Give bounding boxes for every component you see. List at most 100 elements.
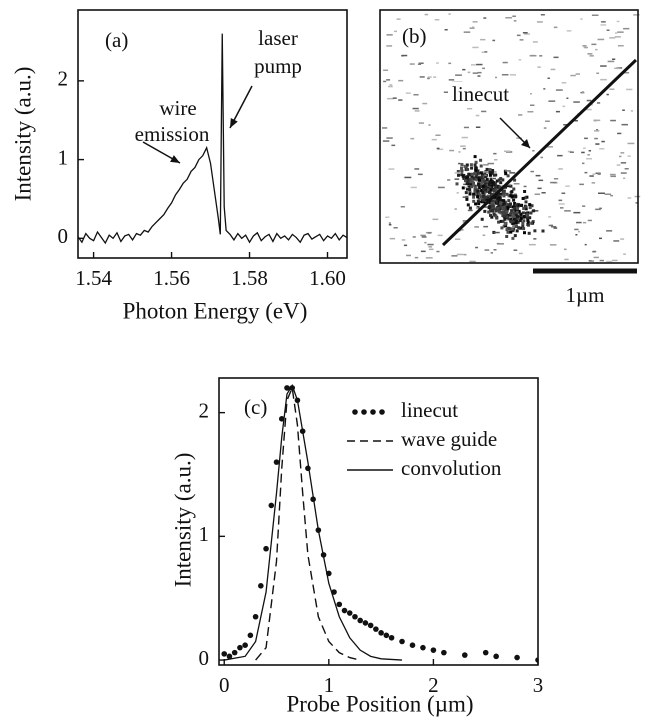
image-speckle <box>509 212 512 216</box>
legend-swatch <box>361 409 367 415</box>
image-speckle <box>478 186 482 190</box>
image-speckle <box>461 186 465 190</box>
image-speckle <box>503 222 507 226</box>
image-speckle <box>490 171 494 175</box>
data-line <box>78 33 347 245</box>
image-speckle <box>596 72 600 74</box>
image-speckle <box>528 206 532 210</box>
image-speckle <box>489 188 493 192</box>
image-speckle <box>466 167 470 171</box>
plot-area <box>78 33 347 245</box>
image-speckle <box>420 250 426 253</box>
image-speckle <box>587 53 593 55</box>
image-speckle <box>529 243 536 246</box>
image-speckle <box>501 199 505 203</box>
image-speckle <box>448 79 455 81</box>
image-speckle <box>623 27 630 30</box>
image-speckle <box>477 75 481 77</box>
image-speckle <box>501 189 505 193</box>
image-speckle <box>484 175 488 178</box>
image-speckle <box>499 181 503 185</box>
image-speckle <box>480 189 484 192</box>
image-speckle <box>422 102 428 105</box>
plot-area <box>221 383 538 663</box>
image-speckle <box>478 182 482 186</box>
image-speckle <box>626 88 633 91</box>
image-speckle <box>497 208 501 212</box>
legend-swatch <box>379 409 385 415</box>
image-speckle <box>473 172 477 176</box>
image-speckle <box>495 186 499 190</box>
image-speckle <box>518 59 522 61</box>
image-speckle <box>406 254 412 257</box>
image-speckle <box>620 238 625 240</box>
image-speckle <box>551 226 557 228</box>
image-speckle <box>530 221 534 225</box>
image-speckle <box>615 32 618 34</box>
image-speckle <box>593 250 597 253</box>
image-speckle <box>502 202 506 206</box>
image-speckle <box>472 195 476 199</box>
image-speckle <box>580 91 585 94</box>
data-point <box>263 545 269 552</box>
image-speckle <box>492 189 496 192</box>
image-speckle <box>607 60 615 63</box>
image-speckle <box>490 193 494 197</box>
image-speckle <box>383 80 387 83</box>
image-speckle <box>494 209 498 213</box>
image-speckle <box>458 151 461 153</box>
image-speckle <box>490 202 494 206</box>
image-speckle <box>483 164 489 166</box>
x-tick-label: 0 <box>219 673 230 697</box>
image-speckle <box>578 230 581 233</box>
image-speckle <box>448 13 451 15</box>
image-speckle <box>474 175 478 178</box>
image-speckle <box>585 108 592 111</box>
image-speckle <box>495 200 499 204</box>
image-speckle <box>466 179 470 183</box>
image-speckle <box>576 221 582 224</box>
image-speckle <box>562 105 566 108</box>
image-speckle <box>488 173 492 177</box>
scale-bar-label: 1µm <box>566 283 605 307</box>
image-speckle <box>448 62 452 65</box>
image-speckle <box>612 259 618 262</box>
image-speckle <box>472 199 476 203</box>
image-speckle <box>483 179 486 183</box>
image-speckle <box>424 241 427 244</box>
image-speckle <box>427 76 432 78</box>
image-speckle <box>480 185 484 189</box>
image-speckle <box>587 219 592 222</box>
image-speckle <box>590 260 595 262</box>
image-speckle <box>428 246 433 248</box>
image-speckle <box>480 171 483 175</box>
image-speckle <box>617 132 622 135</box>
image-speckle <box>564 258 569 261</box>
image-speckle <box>617 31 624 33</box>
data-point <box>258 583 264 589</box>
image-speckle <box>509 184 513 188</box>
image-speckle <box>599 207 602 210</box>
image-speckle <box>488 168 492 172</box>
image-speckle <box>412 107 419 110</box>
image-speckle <box>463 126 469 129</box>
image-speckle <box>633 14 640 16</box>
image-speckle <box>525 195 529 199</box>
image-speckle <box>475 207 479 209</box>
image-speckle <box>469 27 475 29</box>
image-speckle <box>389 237 396 240</box>
image-speckle <box>561 192 566 194</box>
data-point <box>341 607 348 614</box>
image-speckle <box>410 137 415 140</box>
image-speckle <box>606 29 610 31</box>
image-speckle <box>592 173 596 175</box>
x-tick-label: 1 <box>324 673 335 697</box>
image-speckle <box>417 63 422 65</box>
image-speckle <box>476 199 480 203</box>
image-speckle <box>553 26 558 29</box>
image-speckle <box>504 185 507 189</box>
image-speckle <box>588 150 592 152</box>
image-speckle <box>460 163 464 166</box>
image-speckle <box>463 165 467 168</box>
